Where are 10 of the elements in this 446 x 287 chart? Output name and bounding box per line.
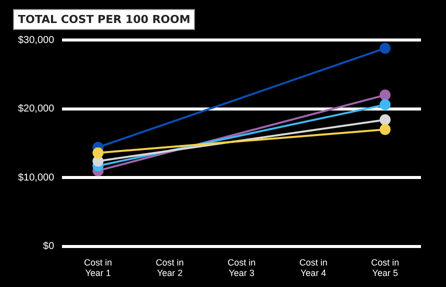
x-tick-label: Cost in Year 2 xyxy=(156,257,184,278)
y-tick-label: $30,000 xyxy=(18,34,55,46)
y-tick-label: $10,000 xyxy=(18,172,55,184)
x-tick-label: Cost in Year 4 xyxy=(299,257,328,278)
y-tick-label: $0 xyxy=(43,241,55,252)
x-tick-label: Cost in Year 1 xyxy=(84,257,112,278)
x-tick-label: Cost in Year 3 xyxy=(228,257,256,278)
chart-title: TOTAL COST PER 100 ROOM xyxy=(13,9,196,30)
x-tick-label: Cost in Year 5 xyxy=(371,257,400,278)
y-tick-label: $20,000 xyxy=(18,104,55,115)
